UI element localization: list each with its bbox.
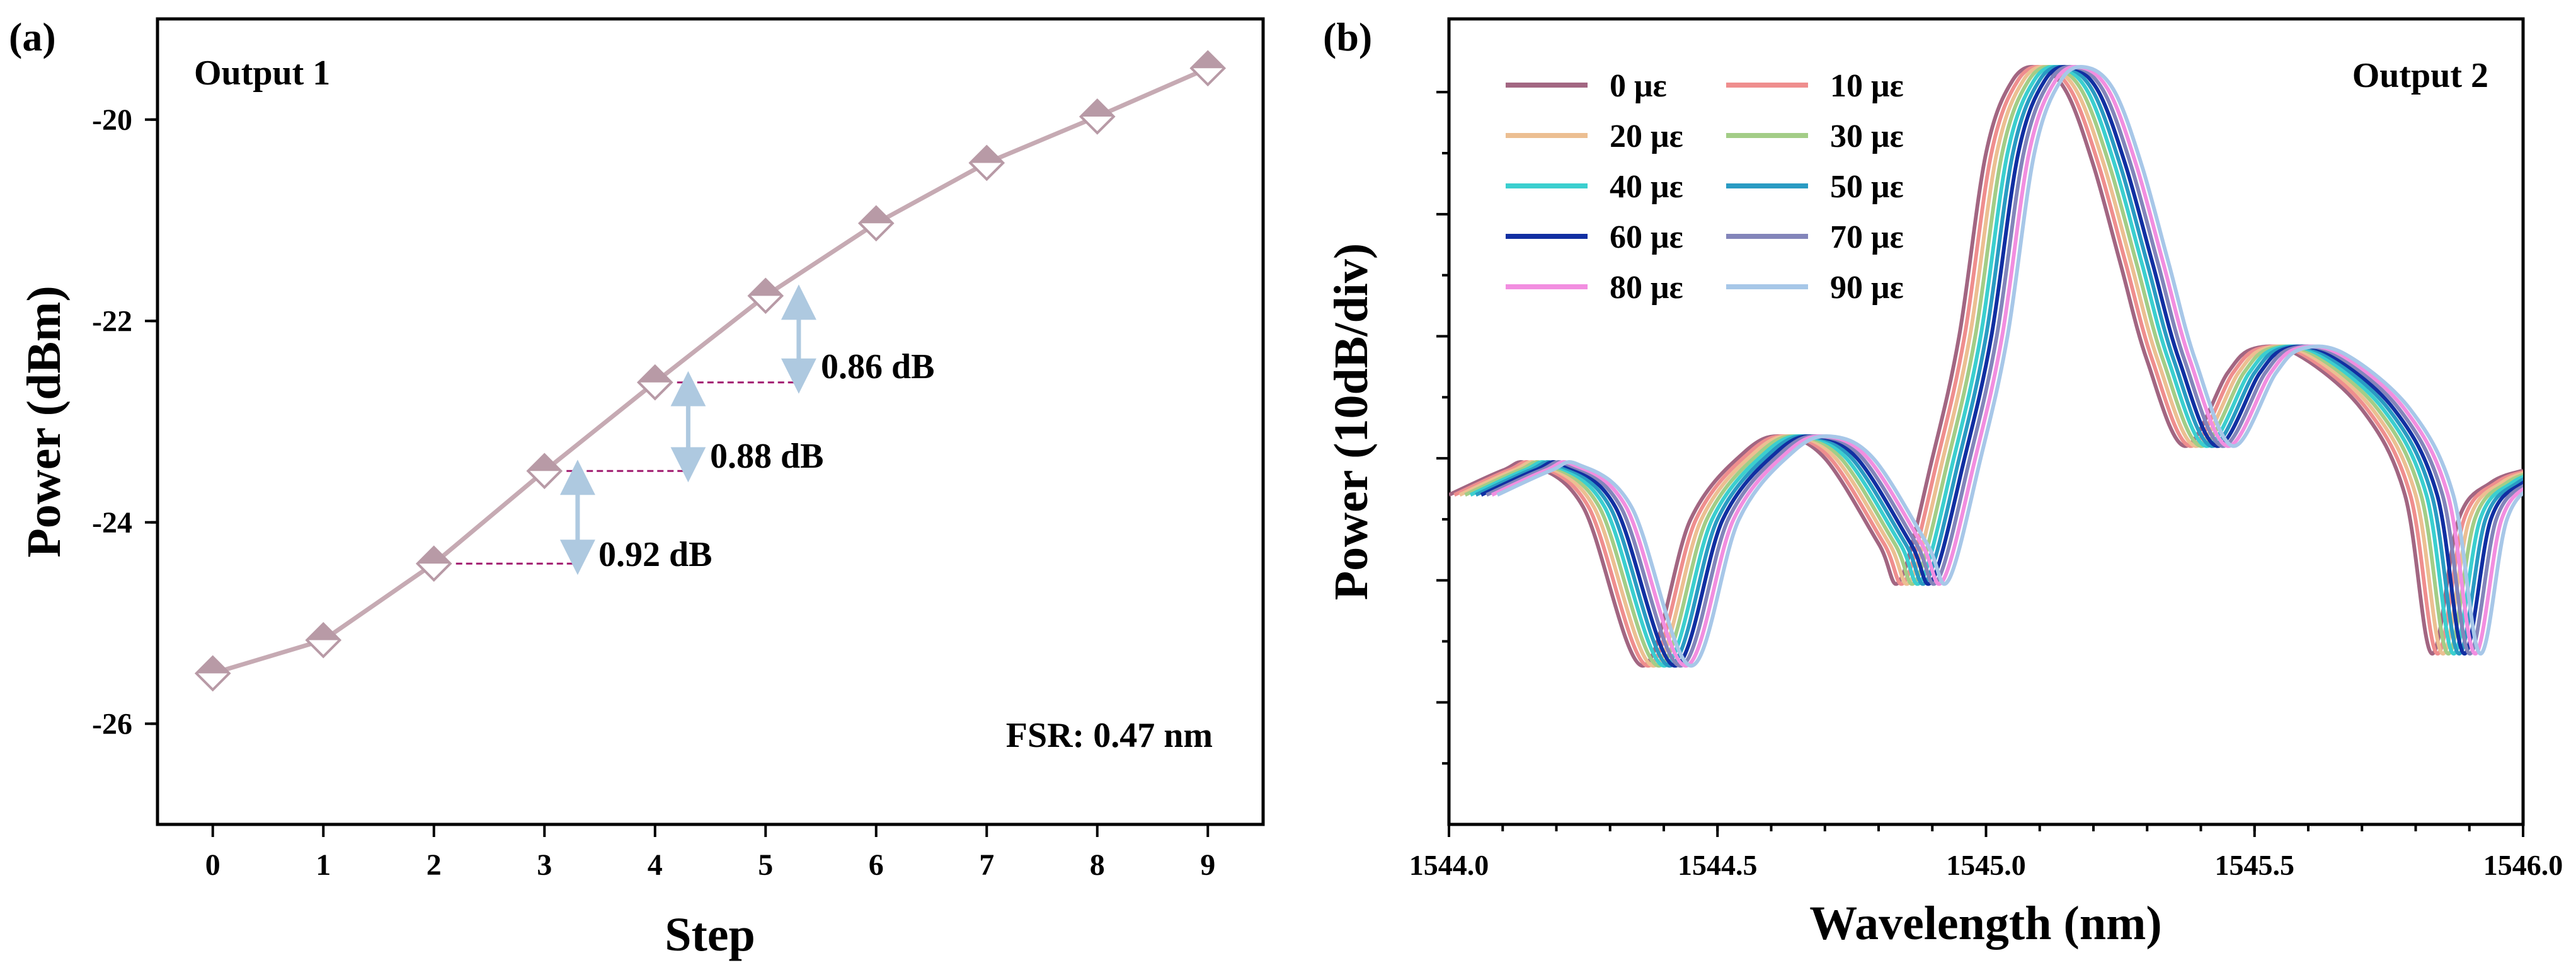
panel-b-annotation: Output 2: [2352, 56, 2488, 95]
legend-item: 10 με: [1726, 68, 1904, 104]
y-tick-label: -24: [92, 506, 132, 540]
x-tick-label: 2: [426, 848, 442, 882]
panel-a-axes: 0 1 2 3 4 5 6 7 8 9 -26 -24 -22 -20: [92, 103, 1215, 882]
legend-label: 40 με: [1610, 169, 1683, 205]
marker-fill: [859, 207, 893, 224]
marker-fill: [196, 657, 229, 674]
spectrum-line: [1496, 64, 2523, 668]
legend-label: 50 με: [1830, 169, 1904, 205]
step-label-1: 0.88 dB: [710, 437, 824, 476]
y-tick-label: -26: [92, 707, 132, 741]
data-point: [415, 545, 452, 582]
spectrum-line: [1475, 64, 2523, 668]
output-1-line: [212, 66, 1209, 676]
legend: 0 με 10 με 20 με 30 με 40 με 50 με 60 με 70 με 8…: [1506, 68, 1904, 306]
step-annotations: 0.92 dB 0.88 dB 0.86 dB: [559, 284, 935, 575]
panel-b-plot: [1449, 64, 2523, 668]
step-label-2: 0.86 dB: [821, 347, 935, 386]
x-tick-label: 1545.5: [2215, 849, 2295, 881]
legend-label: 90 με: [1830, 270, 1904, 306]
data-point: [968, 144, 1005, 182]
legend-label: 80 με: [1610, 270, 1683, 306]
x-tick-label: 1544.0: [1409, 849, 1489, 881]
legend-item: 30 με: [1726, 118, 1904, 154]
data-point: [1079, 98, 1116, 135]
panel-b-xlabel: Wavelength (nm): [1809, 897, 2161, 950]
marker-fill: [417, 547, 450, 564]
x-tick-label: 1544.5: [1678, 849, 1758, 881]
panel-b-ylabel: Power (10dB/div): [1325, 243, 1378, 600]
spectrum-line: [1453, 64, 2523, 668]
marker-fill: [749, 279, 782, 296]
data-point: [1189, 50, 1227, 87]
panel-a-plot: [194, 50, 1227, 692]
spectrum-line: [1458, 64, 2523, 668]
x-tick-label: 3: [537, 848, 552, 882]
legend-label: 70 με: [1830, 219, 1904, 255]
legend-label: 10 με: [1830, 68, 1904, 104]
legend-item: 20 με: [1506, 118, 1683, 154]
legend-item: 40 με: [1506, 169, 1683, 205]
legend-label: 30 με: [1830, 118, 1904, 154]
marker-fill: [1080, 100, 1114, 117]
data-point: [305, 621, 342, 659]
legend-item: 80 με: [1506, 270, 1683, 306]
x-tick-label: 7: [979, 848, 994, 882]
spectrum-line: [1485, 64, 2523, 668]
spectrum-line: [1491, 64, 2523, 668]
spectrum-line: [1464, 64, 2523, 668]
spectrum-line: [1469, 64, 2523, 668]
x-tick-label: 4: [648, 848, 663, 882]
x-tick-label: 1546.0: [2483, 849, 2563, 881]
panel-a-label: (a): [9, 14, 56, 59]
panel-b: (b) Output 2 1544.0 1544.5 1545.0 1545.5 154…: [1323, 14, 2563, 950]
data-point: [857, 205, 895, 242]
legend-label: 20 με: [1610, 118, 1683, 154]
panel-a-ylabel: Power (dBm): [18, 286, 71, 557]
legend-item: 90 με: [1726, 270, 1904, 306]
legend-item: 70 με: [1726, 219, 1904, 255]
step-label-0: 0.92 dB: [598, 535, 713, 574]
marker-fill: [970, 146, 1004, 163]
marker-fill: [1191, 52, 1225, 69]
spectrum-line: [1449, 64, 2523, 668]
legend-item: 60 με: [1506, 219, 1683, 255]
panel-a-xlabel: Step: [665, 908, 755, 961]
data-point: [636, 364, 673, 401]
legend-item: 0 με: [1506, 68, 1667, 104]
panel-a-annotation: Output 1: [194, 54, 330, 93]
x-tick-label: 0: [205, 848, 220, 882]
x-tick-label: 6: [869, 848, 884, 882]
x-tick-label: 8: [1090, 848, 1105, 882]
legend-label: 0 με: [1610, 68, 1667, 104]
spectrum-line: [1480, 64, 2523, 668]
data-point: [747, 277, 784, 315]
data-point: [194, 655, 231, 692]
x-tick-label: 1: [316, 848, 331, 882]
marker-fill: [528, 454, 561, 471]
panel-b-axes: 1544.0 1544.5 1545.0 1545.5 1546.0: [1409, 91, 2563, 881]
panel-a-frame: [156, 17, 1265, 826]
x-tick-label: 1545.0: [1946, 849, 2026, 881]
marker-fill: [638, 366, 672, 383]
x-tick-label: 9: [1200, 848, 1215, 882]
panel-b-label: (b): [1323, 14, 1372, 59]
x-tick-label: 5: [758, 848, 773, 882]
legend-item: 50 με: [1726, 169, 1904, 205]
fsr-annotation: FSR: 0.47 nm: [1006, 716, 1213, 755]
data-point: [526, 453, 563, 490]
y-tick-label: -22: [92, 304, 132, 338]
y-tick-label: -20: [92, 103, 132, 137]
legend-label: 60 με: [1610, 219, 1683, 255]
marker-fill: [307, 623, 340, 640]
panel-a: (a) Output 1 FSR: 0.47 nm 0 1 2 3 4 5 6 7 8 9 -26 -…: [9, 14, 1265, 961]
